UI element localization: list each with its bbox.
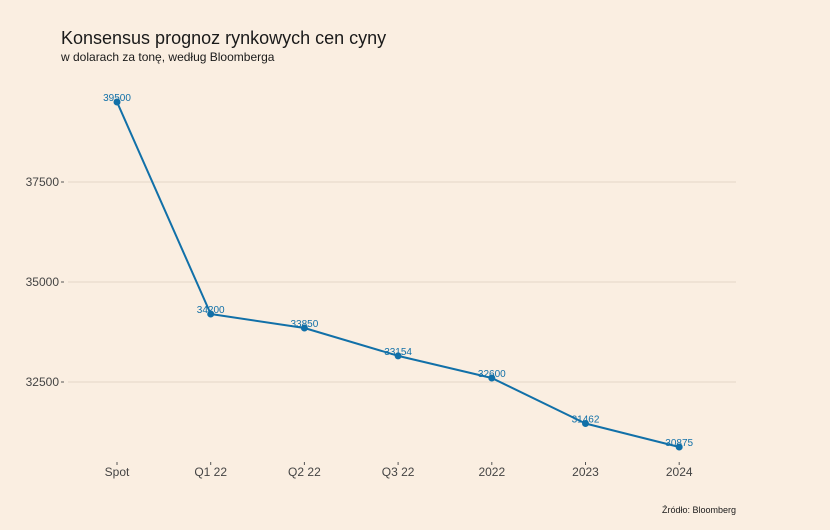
data-point-5	[582, 420, 589, 428]
y-axis: 32500 35000 37500	[26, 175, 64, 389]
x-tick-label-6: 2024	[666, 465, 693, 479]
chart-title: Konsensus prognoz rynkowych cen cyny	[61, 28, 386, 48]
series-line-0	[116, 101, 680, 448]
y-tick-label-1: 35000	[26, 275, 60, 289]
data-point-1	[207, 310, 215, 318]
source-note: Źródło: Bloomberg	[662, 505, 736, 515]
x-tick-label-5: 2023	[572, 465, 599, 479]
x-axis: Spot Q1 22 Q2 22 Q3 22 2022 2023 2024	[105, 462, 693, 479]
data-label-4: 32600	[478, 369, 506, 380]
data-point-3	[394, 352, 402, 360]
data-label-6: 30875	[665, 438, 693, 449]
x-tick-label-1: Q1 22	[194, 465, 227, 479]
data-label-2: 33850	[290, 319, 318, 330]
x-tick-label-2: Q2 22	[288, 465, 321, 479]
data-point-0	[113, 98, 121, 106]
data-point-2	[300, 324, 308, 332]
data-label-0: 39500	[103, 93, 131, 104]
data-point-6	[675, 443, 683, 451]
gridlines	[68, 181, 736, 383]
data-label-1: 34200	[197, 305, 225, 316]
data-point-4	[488, 374, 496, 382]
chart-subtitle: w dolarach za tonę, według Bloomberga	[60, 50, 275, 64]
data-label-3: 33154	[384, 347, 412, 358]
data-label-5: 31462	[572, 415, 600, 426]
x-tick-label-4: 2022	[478, 465, 505, 479]
x-tick-label-3: Q3 22	[382, 465, 415, 479]
y-tick-label-2: 37500	[26, 175, 60, 189]
y-tick-label-0: 32500	[26, 375, 60, 389]
series-group: 39500 34200 33850 33154 32600 31462 30875	[103, 93, 694, 451]
x-tick-label-0: Spot	[105, 465, 130, 479]
